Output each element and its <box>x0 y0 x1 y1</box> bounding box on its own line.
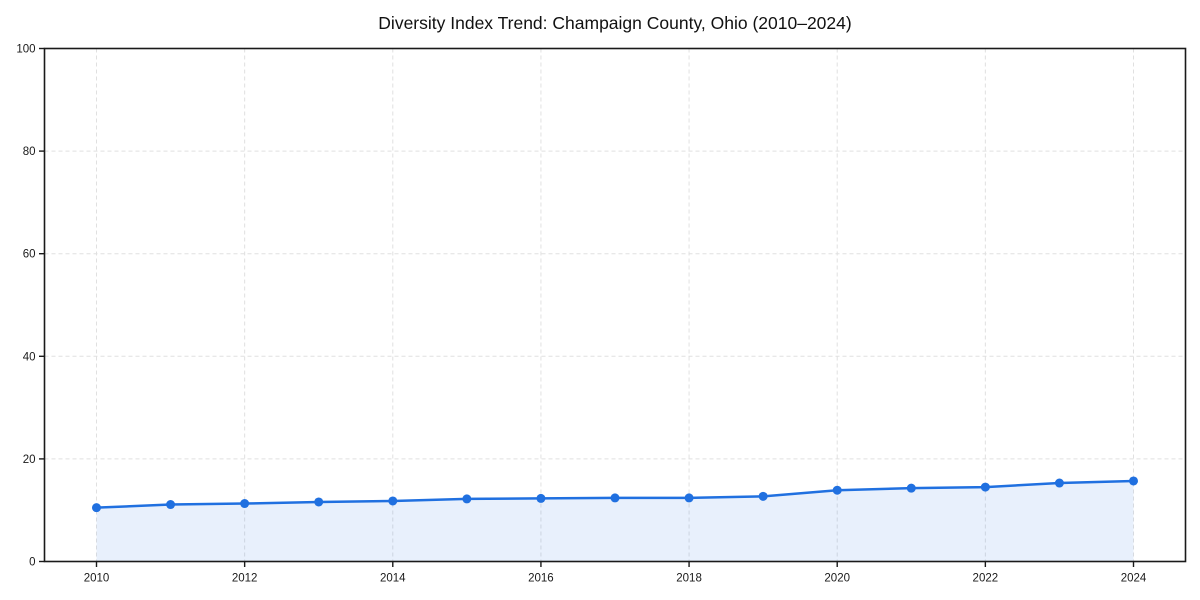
x-tick-label-2014: 2014 <box>380 573 406 585</box>
data-point-2014 <box>388 496 398 506</box>
data-point-2011 <box>166 500 176 510</box>
data-point-2017 <box>610 493 620 503</box>
data-point-2013 <box>314 497 324 507</box>
plot-border <box>43 47 1187 563</box>
area-fill <box>96 480 1134 562</box>
data-point-2023 <box>1054 478 1064 488</box>
chart-title: Diversity Index Trend: Champaign County,… <box>378 13 851 33</box>
data-point-2012 <box>240 499 250 509</box>
x-tick-label-2012: 2012 <box>232 573 258 585</box>
data-point-2018 <box>684 493 694 503</box>
x-tick-label-2018: 2018 <box>676 573 702 585</box>
y-tick-label-100: 100 <box>16 44 35 56</box>
x-tick-label-2010: 2010 <box>84 573 110 585</box>
data-point-2010 <box>92 503 101 513</box>
x-tick-label-2020: 2020 <box>824 573 850 585</box>
plot-area: 0 20 40 60 80 100 2010 2012 2014 2016 2018 2020 2022… <box>16 44 1187 585</box>
data-point-2019 <box>758 491 768 501</box>
data-point-2015 <box>462 494 472 504</box>
data-point-2024 <box>1129 476 1138 486</box>
data-point-2022 <box>980 482 990 492</box>
y-tick-label-0: 0 <box>29 557 35 569</box>
y-tick-label-20: 20 <box>23 454 36 466</box>
data-point-2016 <box>536 493 546 503</box>
data-point-2021 <box>906 483 916 493</box>
x-tick-label-2016: 2016 <box>528 573 554 585</box>
x-tick-label-2022: 2022 <box>973 573 999 585</box>
y-tick-label-60: 60 <box>23 249 36 261</box>
x-tick-label-2024: 2024 <box>1121 573 1147 585</box>
y-tick-label-80: 80 <box>23 146 36 158</box>
data-point-2020 <box>832 485 842 495</box>
y-tick-label-40: 40 <box>23 351 36 363</box>
